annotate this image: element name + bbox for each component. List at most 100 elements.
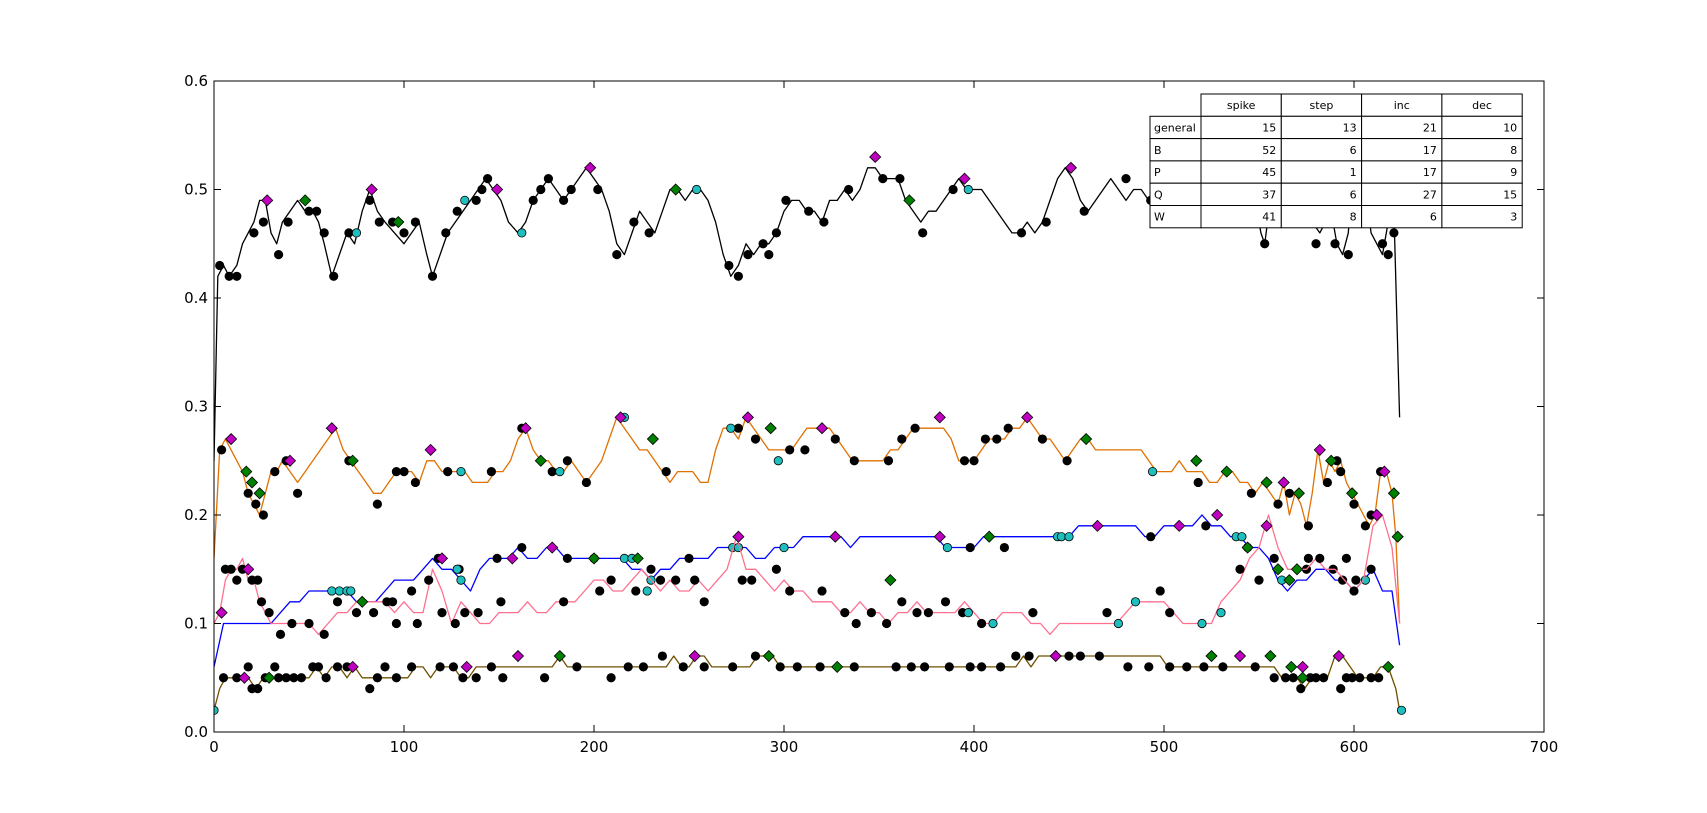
step-marker [1296, 671, 1309, 684]
dec-marker [264, 608, 274, 618]
step-marker [831, 660, 844, 673]
dec-marker [1284, 488, 1295, 498]
spike-marker [435, 552, 449, 565]
dec-marker [572, 662, 582, 672]
spike-marker [815, 422, 829, 435]
dec-marker [275, 629, 286, 639]
dec-marker [477, 184, 487, 195]
dec-marker [747, 575, 757, 585]
dec-marker [1102, 608, 1112, 618]
x-tick-label: 0 [209, 738, 219, 756]
step-marker [1387, 487, 1400, 500]
dec-marker [657, 651, 668, 661]
dec-marker [441, 228, 451, 238]
dec-marker [471, 195, 481, 205]
dec-marker [1144, 662, 1154, 672]
spike-marker [933, 411, 946, 424]
dec-marker [1360, 521, 1371, 531]
dec-marker [1349, 499, 1359, 509]
dec-marker [273, 673, 284, 683]
dec-marker [699, 662, 709, 672]
x-tick-label: 400 [960, 738, 989, 756]
dec-marker [771, 564, 782, 574]
table-cell-value: 15 [1262, 121, 1276, 134]
dec-marker [1311, 673, 1321, 683]
step-marker [1241, 541, 1254, 554]
dec-marker [606, 575, 616, 585]
spike-marker [283, 454, 297, 467]
dec-marker [606, 673, 616, 683]
dec-marker [410, 477, 420, 488]
dec-marker [374, 217, 384, 227]
dec-marker [528, 195, 538, 205]
dec-marker [304, 618, 314, 629]
dec-marker [940, 597, 951, 607]
dec-marker [258, 510, 268, 520]
spike-marker [829, 530, 842, 543]
dec-marker [593, 184, 603, 195]
dec-marker [344, 228, 354, 238]
spike-marker [1370, 508, 1383, 522]
step-marker [392, 215, 405, 229]
dec-marker [690, 575, 700, 585]
step-marker [346, 454, 359, 467]
dec-marker [1199, 662, 1209, 672]
dec-marker [733, 271, 744, 281]
dec-marker [1064, 651, 1074, 661]
dec-marker [1273, 499, 1283, 509]
dec-marker [253, 575, 263, 585]
dec-marker [1269, 673, 1279, 683]
dec-marker [517, 542, 527, 553]
series-2-line [214, 514, 1401, 668]
dec-marker [443, 466, 453, 477]
x-tick-label: 500 [1150, 738, 1179, 756]
dec-marker [1182, 662, 1192, 672]
dec-marker [944, 662, 954, 672]
dec-marker [733, 423, 744, 433]
spike-marker [614, 411, 627, 424]
dec-marker [562, 553, 573, 564]
dec-marker [910, 423, 920, 433]
table-cell-value: 6 [1430, 211, 1437, 224]
y-tick-label: 0.2 [184, 506, 208, 524]
dec-marker [750, 434, 761, 444]
inc-marker [1056, 532, 1067, 542]
dec-marker [1296, 683, 1306, 694]
dec-marker [965, 542, 975, 553]
step-marker [1346, 487, 1359, 500]
dec-marker [1322, 477, 1333, 488]
dec-marker [1336, 466, 1346, 477]
dec-marker [406, 586, 417, 596]
dec-marker [452, 206, 462, 216]
dec-marker [391, 618, 401, 629]
dec-marker [866, 608, 877, 618]
spike-marker [424, 443, 437, 456]
dec-marker [558, 195, 569, 205]
dec-marker [724, 260, 734, 271]
spike-marker [325, 422, 338, 435]
dec-marker [699, 597, 709, 607]
dec-marker [684, 553, 694, 564]
dec-marker [332, 662, 343, 672]
dec-marker [448, 662, 458, 672]
spike-marker [1233, 649, 1247, 663]
inc-marker [351, 228, 362, 238]
dec-marker [840, 608, 850, 618]
dec-marker [391, 466, 401, 477]
dec-marker [1260, 239, 1270, 249]
dec-marker [1075, 651, 1086, 661]
dec-marker [1079, 206, 1089, 216]
step-marker [1080, 432, 1093, 446]
table-cell-value: 17 [1423, 144, 1437, 157]
dec-marker [992, 434, 1002, 444]
dec-marker [471, 673, 481, 683]
dec-marker [976, 618, 987, 629]
dec-marker [1349, 586, 1359, 596]
dec-marker [1288, 673, 1298, 683]
dec-marker [1330, 239, 1340, 249]
step-marker [240, 465, 253, 478]
step-marker [553, 649, 566, 663]
dec-marker [948, 184, 958, 195]
table-cell-value: 1 [1350, 166, 1357, 179]
